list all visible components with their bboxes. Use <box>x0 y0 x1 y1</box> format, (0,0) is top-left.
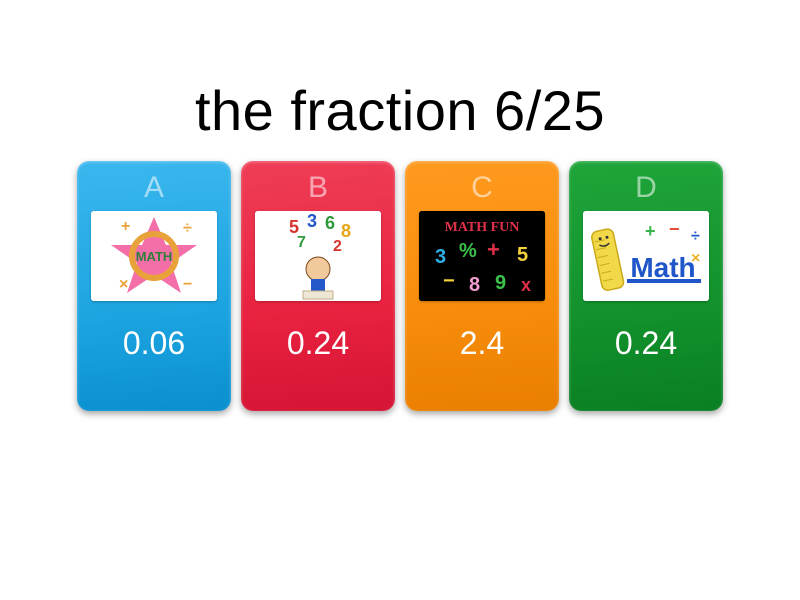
answer-thumb-c: MATH FUN 3 % + 5 − 8 9 x <box>419 211 545 301</box>
answer-value: 0.24 <box>615 325 677 362</box>
svg-text:3: 3 <box>307 211 317 231</box>
svg-text:8: 8 <box>469 274 480 296</box>
svg-text:6: 6 <box>325 213 335 233</box>
svg-text:×: × <box>119 276 128 293</box>
svg-text:+: + <box>121 218 130 235</box>
math-fun-board-icon: MATH FUN 3 % + 5 − 8 9 x <box>419 211 545 301</box>
answer-letter: D <box>635 171 657 205</box>
svg-text:%: % <box>459 240 477 262</box>
svg-text:3: 3 <box>435 246 446 268</box>
answer-value: 2.4 <box>460 325 504 362</box>
svg-text:x: x <box>521 275 531 295</box>
svg-text:−: − <box>183 276 192 293</box>
svg-text:7: 7 <box>297 234 306 251</box>
svg-text:+: + <box>645 221 656 241</box>
answer-thumb-d: Math + − ÷ × <box>583 211 709 301</box>
svg-text:×: × <box>691 250 700 267</box>
answer-card-a[interactable]: A MATH + ÷ × − 0.06 <box>77 161 231 411</box>
svg-text:2: 2 <box>333 238 342 255</box>
svg-text:5: 5 <box>517 244 528 266</box>
answer-card-b[interactable]: B 5 3 6 8 7 2 0.24 <box>241 161 395 411</box>
svg-text:÷: ÷ <box>183 220 192 237</box>
svg-text:−: − <box>669 219 680 239</box>
quiz-container: { "question": { "text": "the fraction 6/… <box>0 0 800 600</box>
svg-text:+: + <box>487 237 500 262</box>
juggling-numbers-icon: 5 3 6 8 7 2 <box>255 211 381 301</box>
svg-text:Math: Math <box>630 252 695 283</box>
question-text: the fraction 6/25 <box>0 0 800 143</box>
svg-text:÷: ÷ <box>691 228 700 245</box>
answer-thumb-a: MATH + ÷ × − <box>91 211 217 301</box>
svg-text:−: − <box>443 270 455 292</box>
answer-value: 0.06 <box>123 325 185 362</box>
answer-card-row: A MATH + ÷ × − 0.06 B <box>0 161 800 411</box>
svg-text:8: 8 <box>341 221 351 241</box>
answer-thumb-b: 5 3 6 8 7 2 <box>255 211 381 301</box>
svg-text:9: 9 <box>495 272 506 294</box>
answer-letter: C <box>471 171 493 205</box>
math-star-icon: MATH + ÷ × − <box>91 211 217 301</box>
answer-card-d[interactable]: D Math + − ÷ <box>569 161 723 411</box>
math-ruler-icon: Math + − ÷ × <box>583 211 709 301</box>
svg-text:MATH FUN: MATH FUN <box>445 220 520 235</box>
answer-card-c[interactable]: C MATH FUN 3 % + 5 − 8 9 x 2.4 <box>405 161 559 411</box>
answer-letter: A <box>144 171 164 205</box>
answer-letter: B <box>308 171 328 205</box>
answer-value: 0.24 <box>287 325 349 362</box>
svg-text:MATH: MATH <box>136 249 173 264</box>
